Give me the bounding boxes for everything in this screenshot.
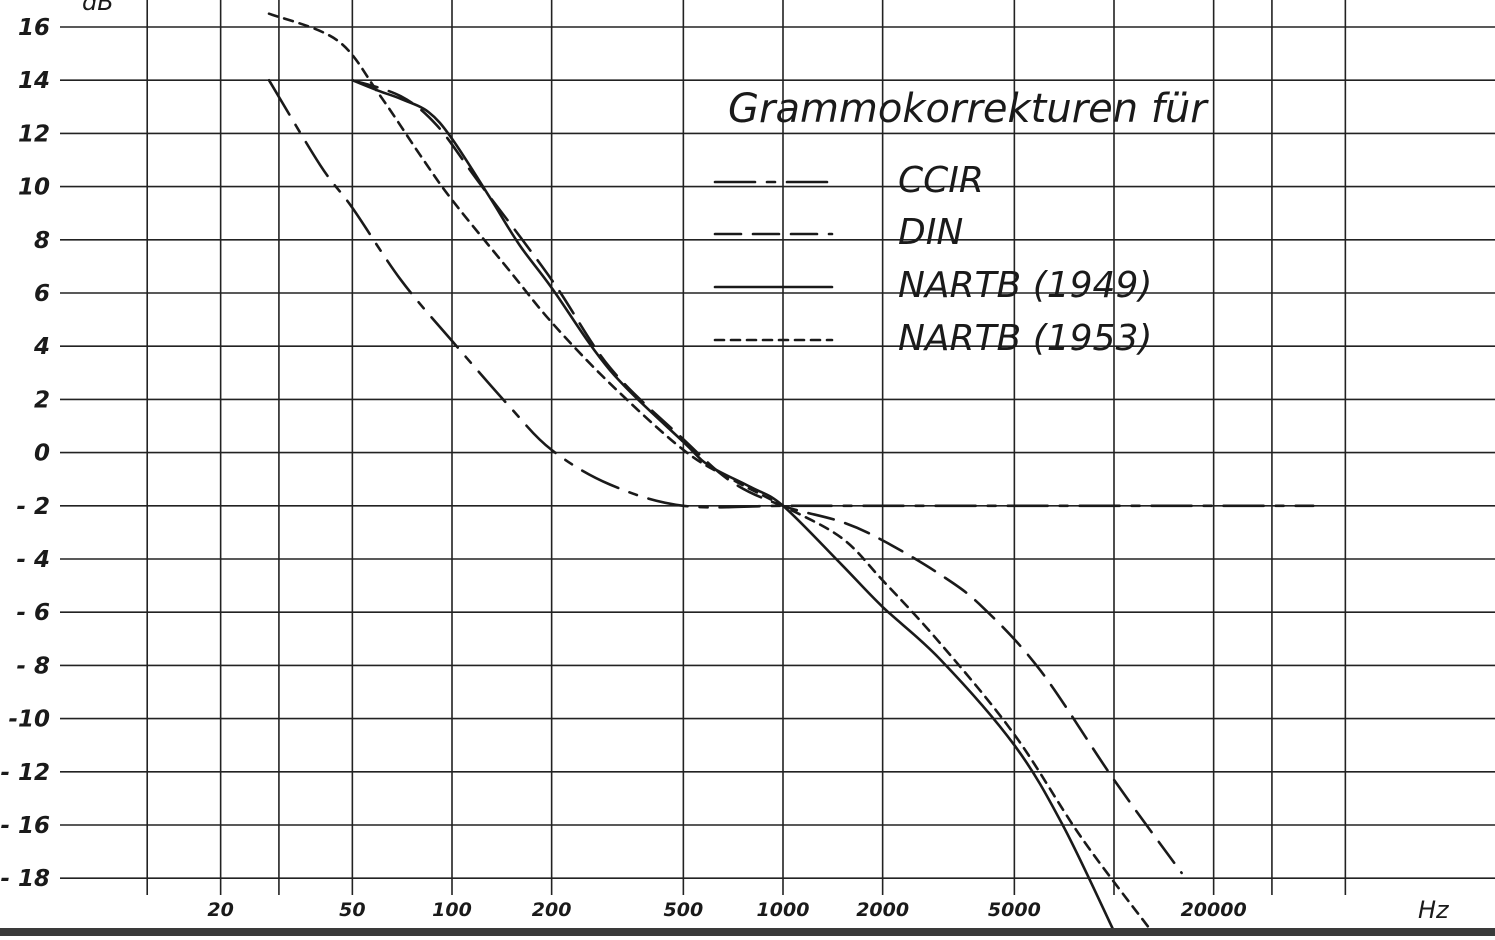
legend-label-nartb-1949: NARTB (1949): [898, 265, 1152, 306]
y-tick-label: - 8: [16, 653, 50, 679]
y-tick-label: 8: [34, 228, 50, 254]
y-tick-label: -10: [8, 707, 50, 733]
legend-label-ccir: CCIR: [898, 160, 984, 201]
y-tick-label: - 12: [0, 760, 50, 786]
y-tick-label: - 6: [16, 600, 50, 626]
y-tick-label: 6: [34, 281, 50, 307]
legend: Grammokorrekturen für CCIR DIN NARTB (1949…: [713, 86, 1209, 359]
y-axis-unit-label: dB: [82, 0, 114, 16]
y-axis-ticks: 16 14 12 10 8 6 4 2 0 - 2 - 4 - 6 - 8 -10 - 12 - 16 - 18: [0, 15, 50, 892]
legend-label-din: DIN: [898, 212, 963, 253]
x-axis-ticks: 20 50 100 200 500 1000 2000 5000 20000: [207, 899, 1246, 921]
x-tick-label: 5000: [988, 899, 1041, 921]
x-tick-label: 2000: [856, 899, 909, 921]
series-group: [267, 12, 1315, 933]
y-tick-label: 10: [18, 175, 50, 201]
legend-title: Grammokorrekturen für: [728, 86, 1209, 132]
x-axis-unit-label: Hz: [1418, 896, 1450, 924]
y-tick-label: - 16: [0, 813, 50, 839]
y-tick-label: - 2: [16, 494, 50, 520]
x-tick-label: 20000: [1181, 899, 1247, 921]
legend-label-nartb-1953: NARTB (1953): [898, 318, 1152, 359]
series-line-ccir: [267, 78, 1315, 509]
y-tick-label: - 4: [16, 547, 50, 573]
y-tick-label: 16: [18, 15, 50, 41]
y-tick-label: 0: [34, 441, 50, 467]
y-tick-label: - 18: [0, 866, 50, 892]
y-tick-label: 12: [18, 121, 50, 147]
x-tick-label: 20: [207, 899, 233, 921]
x-tick-label: 500: [664, 899, 704, 921]
series-line-nartb-1953: [267, 12, 1153, 933]
grid: [60, 0, 1495, 895]
bottom-edge-bar: [0, 928, 1495, 936]
x-tick-label: 50: [339, 899, 365, 921]
y-tick-label: 14: [18, 68, 50, 94]
y-tick-label: 4: [33, 334, 50, 360]
legend-items: CCIR DIN NARTB (1949) NARTB (1953): [713, 160, 1152, 359]
series-line-din: [351, 78, 1183, 875]
series-line-nartb-1949: [351, 78, 1116, 933]
x-tick-label: 1000: [757, 899, 810, 921]
x-tick-label: 100: [432, 899, 472, 921]
y-tick-label: 2: [34, 387, 50, 413]
x-tick-label: 200: [532, 899, 572, 921]
